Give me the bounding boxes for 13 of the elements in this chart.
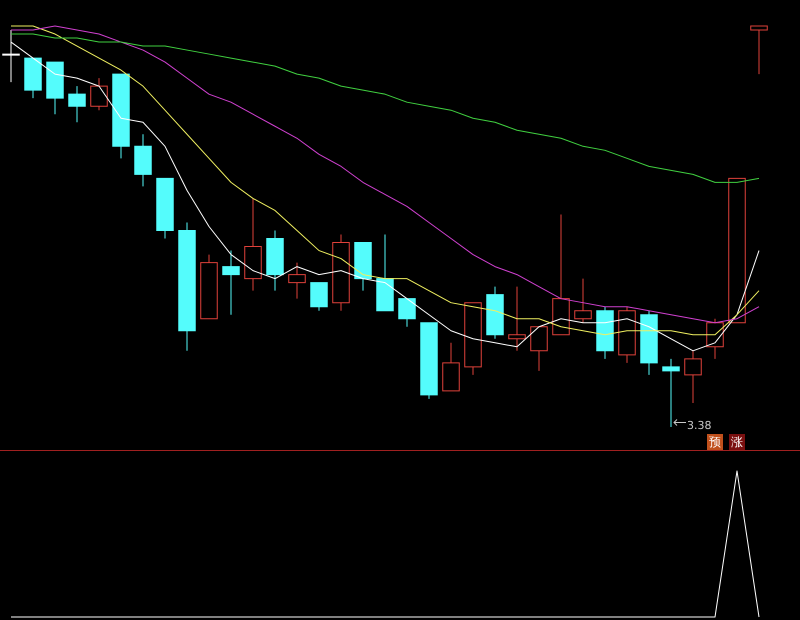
text: 涨 <box>729 434 745 450</box>
candlestick <box>662 358 680 428</box>
candlestick <box>684 350 702 404</box>
candlestick <box>398 298 416 328</box>
annotation: 3.38 <box>687 419 712 432</box>
text: 预 <box>707 434 723 450</box>
candlestick <box>508 286 526 352</box>
candlestick <box>288 262 306 300</box>
candlestick <box>574 278 592 324</box>
candlestick <box>750 26 768 75</box>
candlestick <box>68 86 86 123</box>
candlestick <box>222 250 240 316</box>
candlestick <box>90 78 108 111</box>
